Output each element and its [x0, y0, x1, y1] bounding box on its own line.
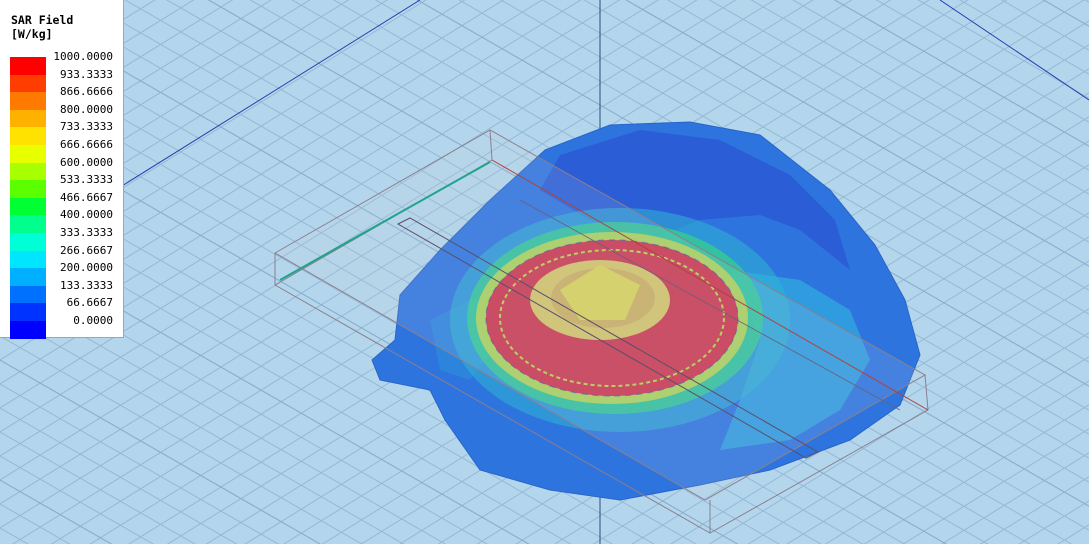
legend-tick-label: 866.6666	[60, 85, 113, 99]
legend-tick-label: 533.3333	[60, 173, 113, 187]
legend-tick-label: 1000.0000	[53, 50, 113, 63]
legend-swatch	[10, 74, 46, 93]
grid-line	[0, 335, 363, 544]
legend-swatch	[10, 57, 46, 75]
legend-swatch	[10, 321, 46, 339]
legend-swatch	[10, 268, 46, 286]
grid-line	[515, 188, 1089, 544]
grid-major-line	[0, 359, 322, 544]
grid-line	[0, 0, 389, 241]
legend-swatch	[10, 127, 46, 145]
grid-line	[0, 407, 238, 544]
legend-tick-label: 600.0000	[60, 155, 113, 169]
legend-tick-label: 400.0000	[60, 208, 113, 222]
legend-swatch	[10, 92, 46, 110]
grid-line	[0, 0, 272, 169]
device-box-wireframe	[273, 129, 929, 534]
legend-tick-label: 66.6667	[66, 296, 113, 310]
legend-tick-label: 266.6667	[60, 243, 113, 257]
grid-line	[792, 0, 1089, 171]
grid-line	[0, 0, 466, 289]
grid-line	[902, 428, 1089, 544]
grid-line	[0, 383, 280, 544]
legend-swatch	[10, 303, 46, 321]
legend-swatch	[10, 250, 46, 269]
legend-scale: 1000.0000 933.3333 866.6666 800.0000 733.333…	[10, 51, 118, 339]
grid-line	[750, 0, 1089, 195]
grid-line	[666, 0, 1089, 243]
grid-line	[0, 311, 405, 544]
grid-line	[0, 0, 427, 265]
legend-swatch	[10, 145, 46, 163]
grid-line	[499, 0, 1089, 339]
grid-major-line	[0, 239, 530, 544]
grid-line	[0, 0, 660, 409]
grid-line	[0, 0, 234, 145]
grid-line	[0, 0, 505, 313]
legend-tick-label: 200.0000	[60, 261, 113, 275]
grid-line	[824, 380, 1089, 544]
grid-major-line	[625, 0, 1089, 267]
grid-line	[0, 263, 488, 544]
legend-tick-label: 666.6666	[60, 138, 113, 151]
grid-line	[708, 0, 1089, 219]
grid-line	[0, 0, 311, 193]
grid-line	[541, 0, 1089, 315]
axis-z	[939, 0, 1089, 101]
grid-line	[0, 0, 621, 385]
grid-line	[0, 0, 737, 457]
grid-line	[670, 284, 1089, 544]
grid-line	[0, 215, 572, 544]
legend-tick-label: 0.0000	[73, 314, 113, 327]
legend-tick-label: 800.0000	[60, 102, 113, 116]
legend-tick-label: 933.3333	[60, 67, 113, 81]
legend-title-quantity: SAR Field	[11, 13, 74, 27]
grid-line	[0, 287, 447, 544]
legend-title-unit: [W/kg]	[11, 27, 53, 41]
legend-tick-label: 466.6667	[60, 190, 113, 204]
grid-line	[0, 0, 582, 361]
grid-line	[458, 0, 1089, 363]
grid-line	[786, 356, 1089, 544]
legend-swatch	[10, 109, 46, 128]
legend-tick-label: 133.3333	[60, 278, 113, 292]
grid-line	[583, 0, 1089, 291]
grid-line	[0, 0, 776, 481]
legend-swatch	[10, 285, 46, 304]
legend-tick-label: 333.3333	[60, 226, 113, 239]
grid-line	[0, 0, 195, 121]
grid-line	[0, 0, 350, 217]
grid-line	[476, 164, 1089, 544]
grid-line	[0, 0, 698, 433]
grid-line	[875, 0, 1089, 123]
grid-major-line	[416, 0, 1089, 387]
grid-line	[747, 332, 1089, 544]
legend-swatch	[10, 162, 46, 181]
legend-swatch	[10, 180, 46, 198]
legend-swatch	[10, 233, 46, 251]
legend-swatch	[10, 197, 46, 216]
feed-line	[279, 161, 491, 281]
legend-swatch	[10, 215, 46, 233]
grid-line	[374, 0, 1089, 411]
grid-line	[0, 0, 543, 337]
sar-color-legend: SAR Field [W/kg] 1000.0000 933.3333 866.66…	[0, 0, 124, 339]
legend-title: SAR Field [W/kg]	[11, 13, 73, 41]
grid-line	[863, 404, 1089, 544]
grid-line	[0, 191, 614, 544]
sar-field-surface	[371, 121, 921, 501]
grid-line	[0, 431, 196, 544]
legend-tick-label: 733.3333	[60, 120, 113, 134]
grid-major-line	[833, 0, 1089, 147]
